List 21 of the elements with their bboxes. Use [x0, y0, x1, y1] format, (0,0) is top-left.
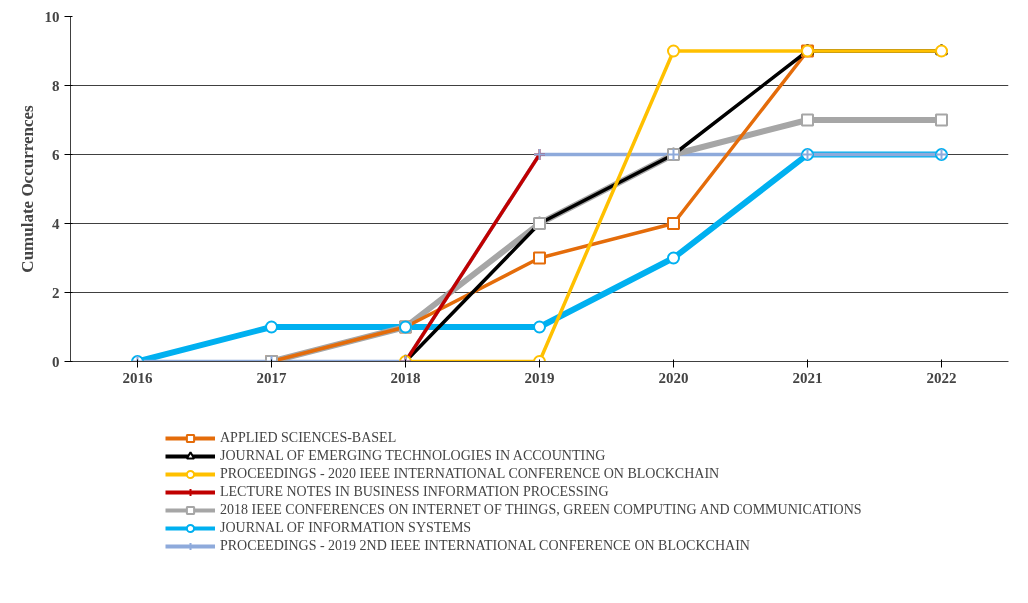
x-tick-label: 2020	[658, 369, 689, 386]
y-tick-label: 10	[44, 8, 60, 25]
y-axis-title: Cumulate Occurrences	[17, 104, 37, 273]
y-tick-label: 4	[52, 215, 60, 232]
legend-label: 2018 IEEE CONFERENCES ON INTERNET OF THINGS, GREEN COMPUTING AND COMMUNICATIONS	[220, 501, 862, 519]
x-tick-label: 2022	[926, 369, 957, 386]
x-tick-label: 2017	[256, 369, 287, 386]
y-tick-label: 6	[52, 146, 60, 163]
legend-label: PROCEEDINGS - 2019 2ND IEEE INTERNATIONAL CONFERENCE ON BLOCKCHAIN	[220, 537, 750, 555]
legend-label: APPLIED SCIENCES-BASEL	[220, 429, 397, 447]
x-tick-label: 2019	[524, 369, 555, 386]
x-tick-label: 2021	[792, 369, 823, 386]
legend-label: JOURNAL OF INFORMATION SYSTEMS	[220, 519, 472, 537]
y-tick-label: 0	[52, 353, 60, 370]
legend-label: PROCEEDINGS - 2020 IEEE INTERNATIONAL CONFERENCE ON BLOCKCHAIN	[220, 465, 720, 483]
x-tick-label: 2016	[122, 369, 153, 386]
legend-label: JOURNAL OF EMERGING TECHNOLOGIES IN ACCOUNTING	[220, 447, 606, 465]
x-tick-label: 2018	[390, 369, 421, 386]
y-tick-label: 2	[52, 284, 60, 301]
y-tick-label: 8	[52, 77, 60, 94]
legend-label: LECTURE NOTES IN BUSINESS INFORMATION PROCESSING	[220, 483, 609, 501]
